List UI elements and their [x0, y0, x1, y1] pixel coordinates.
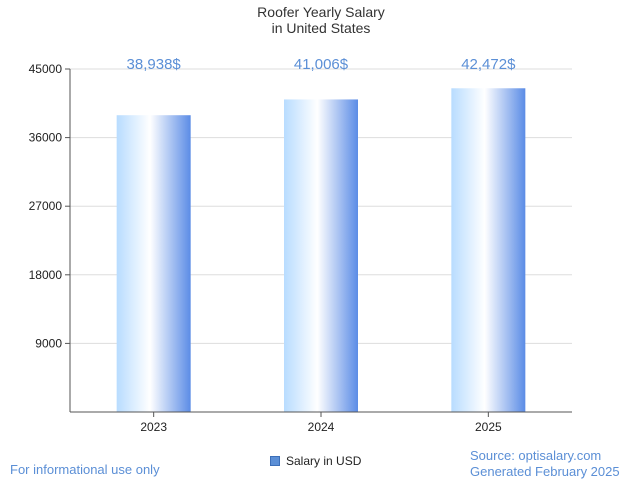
- bars: [116, 88, 526, 413]
- y-tick-label: 9000: [35, 336, 62, 350]
- data-label: 42,472$: [461, 56, 516, 73]
- legend: Salary in USD: [270, 454, 361, 468]
- source-info: Source: optisalary.com Generated Februar…: [470, 448, 620, 480]
- y-tick-label: 45000: [29, 62, 63, 76]
- legend-swatch: [270, 456, 280, 466]
- x-tick-label: 2023: [140, 420, 167, 434]
- disclaimer-text: For informational use only: [10, 462, 160, 477]
- data-label: 38,938$: [127, 56, 182, 73]
- labels: 9000 18000 27000 36000 45000 2023 38,938$ 2024 4…: [29, 56, 516, 434]
- chart-title: Roofer Yearly Salary in United States: [0, 4, 642, 36]
- bar: [451, 88, 526, 412]
- bar: [116, 115, 191, 413]
- x-tick-label: 2024: [308, 420, 335, 434]
- x-tick-label: 2025: [475, 420, 502, 434]
- axes: [65, 68, 572, 417]
- data-label: 41,006$: [294, 56, 349, 73]
- chart-title-line-1: Roofer Yearly Salary: [257, 4, 385, 20]
- y-tick-label: 36000: [29, 131, 63, 145]
- y-tick-label: 18000: [29, 268, 63, 282]
- y-tick-label: 27000: [29, 199, 63, 213]
- generated-text: Generated February 2025: [470, 464, 620, 479]
- source-text: Source: optisalary.com: [470, 448, 602, 463]
- legend-label: Salary in USD: [286, 454, 362, 468]
- chart-title-line-2: in United States: [271, 20, 371, 36]
- bar: [284, 99, 358, 413]
